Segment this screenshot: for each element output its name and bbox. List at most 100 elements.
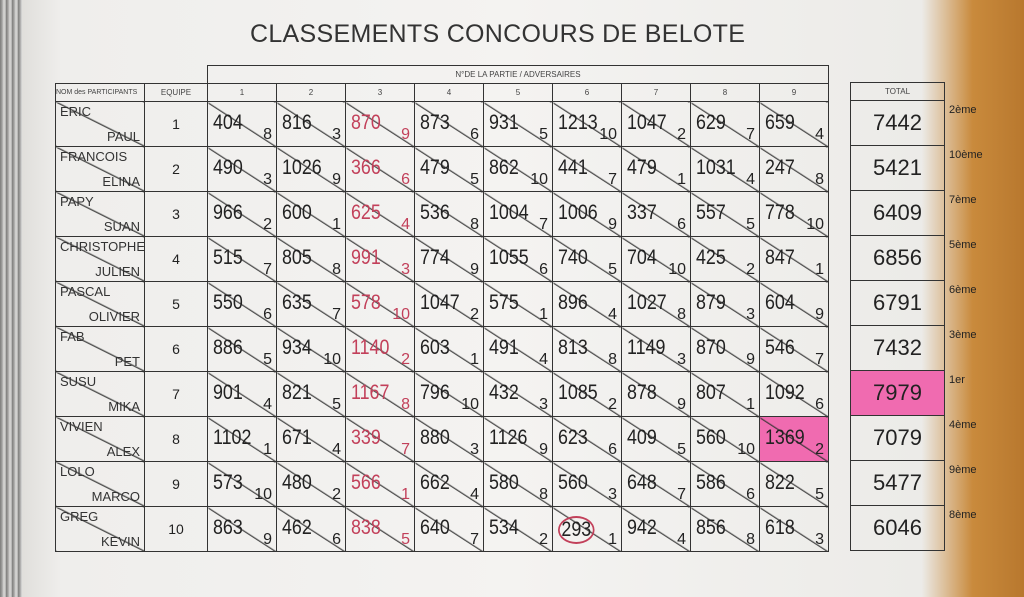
game-cell: 366 6 bbox=[345, 146, 415, 192]
opponent-number: 5 bbox=[608, 261, 617, 278]
game-cell: 931 5 bbox=[483, 101, 553, 147]
opponent-number: 9 bbox=[608, 216, 617, 233]
opponent-number: 4 bbox=[539, 351, 548, 368]
participant-name: PAPY bbox=[60, 194, 94, 209]
game-score: 873 bbox=[420, 111, 450, 134]
game-score: 618 bbox=[765, 516, 795, 539]
game-cell: 603 1 bbox=[414, 326, 484, 372]
opponent-number: 2 bbox=[677, 126, 686, 143]
game-score: 480 bbox=[282, 471, 312, 494]
game-cell: 560 10 bbox=[690, 416, 760, 462]
game-score: 1006 bbox=[558, 201, 598, 224]
rank-label: 2ème bbox=[949, 104, 977, 116]
total-score: 7979 bbox=[873, 380, 922, 405]
team-number: 4 bbox=[144, 236, 208, 282]
team-number: 8 bbox=[144, 416, 208, 462]
participant-name: ELINA bbox=[102, 174, 140, 189]
team-row: PASCAL OLIVIER 5 550 6 635 7 578 10 1047 2 575 1 896 4… bbox=[55, 281, 829, 327]
total-score: 7432 bbox=[873, 335, 922, 360]
total-row: 7432 3ème bbox=[850, 325, 977, 371]
game-cell: 1006 9 bbox=[552, 191, 622, 237]
opponent-number: 9 bbox=[263, 531, 272, 548]
opponent-number: 1 bbox=[263, 441, 272, 458]
game-score: 462 bbox=[282, 516, 312, 539]
opponent-number: 8 bbox=[470, 216, 479, 233]
rank-label: 3ème bbox=[949, 329, 977, 341]
game-cell: 1126 9 bbox=[483, 416, 553, 462]
opponent-number: 2 bbox=[263, 216, 272, 233]
total-cell: 7979 1er bbox=[850, 370, 965, 416]
game-cell: 546 7 bbox=[759, 326, 829, 372]
opponent-number: 3 bbox=[677, 351, 686, 368]
opponent-number: 10 bbox=[254, 486, 272, 503]
participant-name: PASCAL bbox=[60, 284, 111, 299]
opponent-number: 3 bbox=[401, 261, 410, 278]
opponent-number: 10 bbox=[737, 441, 755, 458]
rank-label: 5ème bbox=[949, 239, 977, 251]
participant-name: JULIEN bbox=[95, 264, 140, 279]
game-score: 575 bbox=[489, 291, 519, 314]
game-cell: 404 8 bbox=[207, 101, 277, 147]
opponent-number: 1 bbox=[677, 171, 686, 188]
page-title: CLASSEMENTS CONCOURS DE BELOTE bbox=[250, 20, 746, 48]
game-cell: 822 5 bbox=[759, 461, 829, 507]
game-score: 870 bbox=[351, 111, 381, 134]
game-cell: 879 3 bbox=[690, 281, 760, 327]
game-cell: 573 10 bbox=[207, 461, 277, 507]
game-cell: 1004 7 bbox=[483, 191, 553, 237]
opponent-number: 5 bbox=[677, 441, 686, 458]
total-score: 7442 bbox=[873, 110, 922, 135]
game-cell: 934 10 bbox=[276, 326, 346, 372]
game-score: 557 bbox=[696, 201, 726, 224]
game-cell: 586 6 bbox=[690, 461, 760, 507]
game-score: 778 bbox=[765, 201, 795, 224]
rank-label: 7ème bbox=[949, 194, 977, 206]
opponent-number: 7 bbox=[539, 216, 548, 233]
game-cell: 1047 2 bbox=[621, 101, 691, 147]
opponent-number: 4 bbox=[470, 486, 479, 503]
game-score: 1085 bbox=[558, 381, 598, 404]
opponent-number: 10 bbox=[668, 261, 686, 278]
game-score: 629 bbox=[696, 111, 726, 134]
rank-label: 4ème bbox=[949, 419, 977, 431]
opponent-number: 1 bbox=[539, 306, 548, 323]
opponent-number: 4 bbox=[746, 171, 755, 188]
game-cell: 671 4 bbox=[276, 416, 346, 462]
game-score: 807 bbox=[696, 381, 726, 404]
opponent-number: 2 bbox=[401, 351, 410, 368]
game-cell: 901 4 bbox=[207, 371, 277, 417]
opponent-number: 8 bbox=[539, 486, 548, 503]
opponent-number: 7 bbox=[470, 531, 479, 548]
game-cell: 635 7 bbox=[276, 281, 346, 327]
game-cell: 878 9 bbox=[621, 371, 691, 417]
game-cell: 648 7 bbox=[621, 461, 691, 507]
game-score: 515 bbox=[213, 246, 243, 269]
participant-name: LOLO bbox=[60, 464, 95, 479]
game-score: 659 bbox=[765, 111, 795, 134]
game-cell: 862 10 bbox=[483, 146, 553, 192]
game-score: 580 bbox=[489, 471, 519, 494]
opponent-number: 6 bbox=[470, 126, 479, 143]
game-score: 479 bbox=[627, 156, 657, 179]
opponent-number: 5 bbox=[401, 531, 410, 548]
opponent-number: 8 bbox=[263, 126, 272, 143]
game-cell: 604 9 bbox=[759, 281, 829, 327]
game-score: 1055 bbox=[489, 246, 529, 269]
opponent-number: 8 bbox=[677, 306, 686, 323]
game-cell: 778 10 bbox=[759, 191, 829, 237]
game-cell: 337 6 bbox=[621, 191, 691, 237]
game-number-header: 3 bbox=[345, 83, 415, 102]
game-cell: 821 5 bbox=[276, 371, 346, 417]
game-cell: 880 3 bbox=[414, 416, 484, 462]
total-cell: 6791 6ème bbox=[850, 280, 977, 326]
game-cell: 1027 8 bbox=[621, 281, 691, 327]
game-number-header: 1 bbox=[207, 83, 277, 102]
game-score: 640 bbox=[420, 516, 450, 539]
opponent-number: 7 bbox=[608, 171, 617, 188]
total-row: 6791 6ème bbox=[850, 280, 977, 326]
game-score: 635 bbox=[282, 291, 312, 314]
opponent-number: 6 bbox=[677, 216, 686, 233]
opponent-number: 5 bbox=[263, 351, 272, 368]
game-cell: 536 8 bbox=[414, 191, 484, 237]
game-number-header: 9 bbox=[759, 83, 829, 102]
